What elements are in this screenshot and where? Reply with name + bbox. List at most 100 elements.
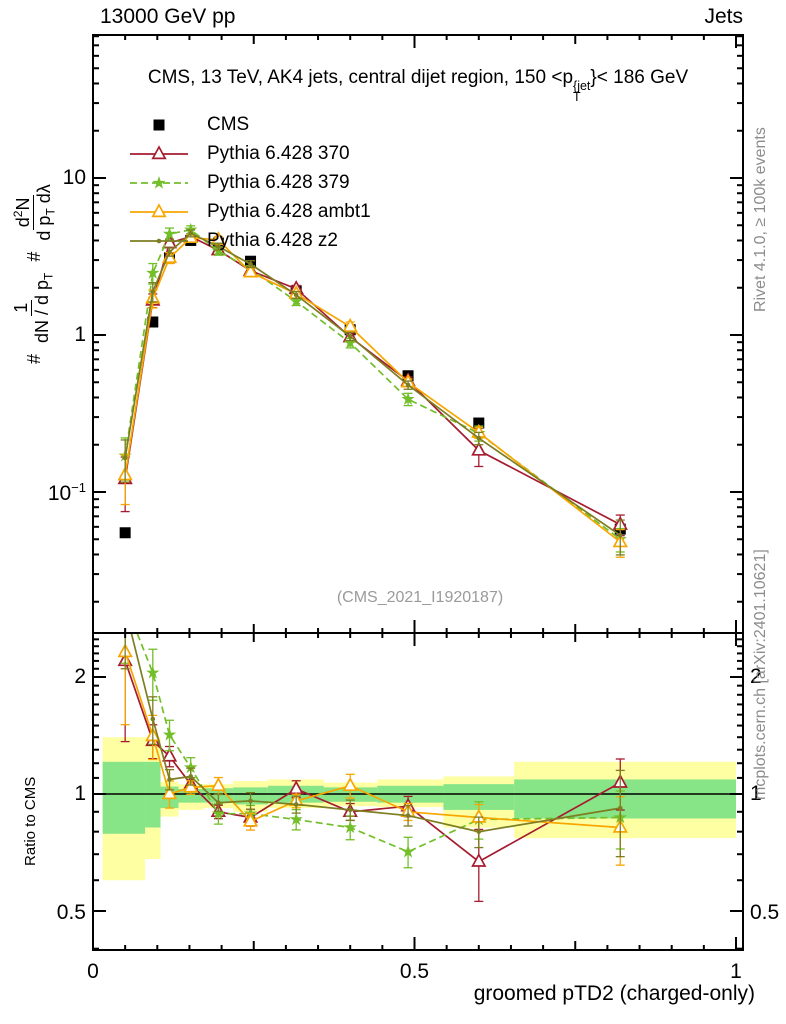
data-point-star (289, 812, 303, 826)
ytick-10: 10 (62, 166, 86, 189)
data-point-dot (188, 231, 194, 236)
data-point-triangle (183, 778, 199, 793)
data-point-dot (150, 289, 156, 294)
data-point-triangle (161, 785, 178, 800)
data-point-triangle (342, 776, 358, 792)
data-point-dot (150, 716, 156, 722)
data-point-dot (293, 802, 299, 807)
series-ambt1-main (117, 229, 628, 558)
legend-item-pythia-ambt1: Pythia 6.428 ambt1 (128, 197, 371, 226)
series-z2-ratio (120, 606, 625, 858)
data-point-triangle (242, 263, 259, 278)
legend-marker-pythia-379 (130, 175, 188, 189)
legend: CMS Pythia 6.428 370 Pythia 6.428 379 Py… (128, 110, 371, 255)
data-point-dot (216, 800, 221, 805)
data-point-dot (123, 606, 128, 611)
hash-symbol: # (23, 251, 44, 262)
legend-label: Pythia 6.428 z2 (207, 229, 338, 251)
data-point-square (153, 119, 165, 130)
x-axis-label: groomed pTD2 (charged-only) (473, 982, 755, 1005)
legend-item-pythia-379: Pythia 6.428 379 (128, 168, 371, 197)
data-point-triangle (471, 852, 487, 867)
data-point-triangle (161, 747, 178, 762)
legend-marker-pythia-ambt1 (130, 202, 188, 217)
legend-marker-cms (153, 119, 165, 130)
data-point-dot (248, 261, 253, 267)
uncertainty-bands (102, 737, 736, 881)
data-point-square (147, 316, 159, 328)
data-point-dot (156, 238, 162, 243)
hash-symbol: # (23, 353, 44, 364)
data-point-star (343, 820, 357, 834)
series-p370-ratio (117, 633, 628, 903)
band-stat-uncertainty (102, 761, 146, 834)
fraction-1: 1 dN / d pT (10, 272, 56, 343)
data-point-star (118, 596, 131, 609)
ratio-panel-frame (92, 632, 744, 951)
ratio-ytick-1-left: 1 (74, 782, 86, 805)
axis-ticks (92, 35, 743, 950)
analysis-group-label: Jets (704, 5, 743, 28)
series-z2-main (120, 229, 625, 556)
legend-item-cms: CMS (128, 110, 371, 139)
ytick-0p1: 10−1 (47, 480, 86, 505)
data-point-dot (216, 244, 221, 249)
data-point-dot (293, 292, 299, 298)
legend-label: CMS (207, 113, 250, 135)
data-point-star (152, 175, 166, 189)
data-point-triangle (151, 144, 167, 159)
series-p379-main (118, 222, 627, 553)
mcplots-arxiv-note: mcplots.cern.ch [arXiv:2401.10621] (752, 549, 769, 800)
y-axis-label-main: #1 dN / d pT # d2N d pT dλ (8, 181, 61, 364)
data-point-star (211, 806, 226, 820)
data-point-dot (188, 774, 194, 779)
data-point-dot (248, 798, 253, 804)
legend-item-pythia-370: Pythia 6.428 370 (128, 139, 371, 168)
xtick-05: 0.5 (399, 960, 430, 983)
data-point-star (162, 226, 177, 240)
data-point-dot (122, 455, 128, 461)
series-ambt1-main-line (124, 236, 621, 543)
series-p370-main (117, 227, 628, 537)
ytick-1: 1 (74, 323, 86, 346)
data-point-dot (476, 435, 482, 441)
data-point-star (184, 760, 198, 774)
ratio-ytick-1-right: 1 (750, 782, 762, 805)
data-point-star (289, 294, 303, 307)
ratio-ytick-2-right: 2 (750, 665, 762, 688)
ratio-axis-label: Ratio to CMS (22, 776, 39, 866)
data-point-star (162, 727, 177, 741)
legend-marker-pythia-370 (130, 144, 188, 159)
legend-label: Pythia 6.428 379 (207, 171, 350, 193)
data-point-dot (405, 813, 411, 818)
data-point-star (401, 844, 415, 858)
legend-label: Pythia 6.428 370 (207, 142, 350, 164)
series-p379-main-line (124, 228, 621, 540)
data-point-dot (476, 829, 482, 834)
data-point-triangle (242, 812, 259, 827)
ratio-ytick-05-right: 0.5 (750, 901, 780, 924)
fraction-2: d2N d pT dλ (8, 181, 61, 243)
data-point-dot (347, 334, 353, 339)
data-point-dot (617, 532, 623, 538)
beam-energy-label: 13000 GeV pp (100, 5, 236, 28)
data-point-dot (347, 807, 353, 813)
data-point-dot (617, 805, 623, 811)
series-p370-main-line (124, 235, 621, 526)
ratio-ytick-2-left: 2 (74, 665, 86, 688)
xtick-0: 0 (87, 960, 99, 983)
data-point-star (343, 335, 357, 349)
legend-label: Pythia 6.428 ambt1 (207, 200, 371, 222)
legend-marker-pythia-z2 (130, 238, 188, 243)
cms-data-points (119, 234, 626, 539)
data-point-star (146, 266, 160, 279)
data-point-triangle (151, 202, 167, 217)
data-point-triangle (471, 441, 487, 456)
data-point-star (401, 392, 415, 405)
data-point-triangle (210, 776, 227, 792)
analysis-id-watermark: (CMS_2021_I1920187) (336, 589, 504, 606)
data-point-triangle (342, 317, 358, 332)
data-point-dot (405, 382, 411, 388)
